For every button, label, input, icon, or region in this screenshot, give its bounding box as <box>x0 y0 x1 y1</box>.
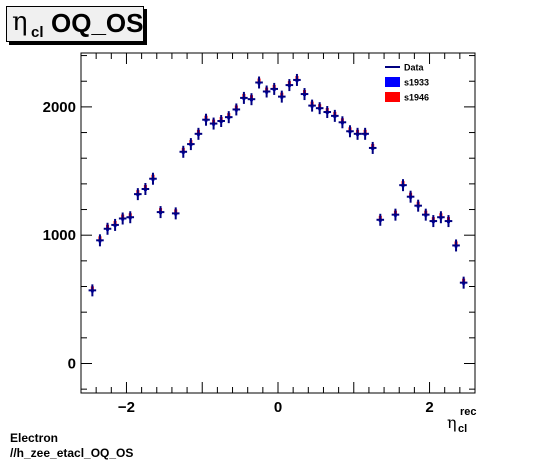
data-point <box>217 115 225 127</box>
legend-label: s1946 <box>404 93 429 103</box>
legend-entry: s1933 <box>385 77 429 88</box>
legend-entry: Data <box>385 63 425 73</box>
data-point <box>278 90 286 103</box>
histogram-title-box: η cl OQ_OS <box>6 6 144 42</box>
title-eta-symbol: η <box>12 7 28 37</box>
data-point <box>202 113 210 126</box>
data-point <box>452 239 460 252</box>
data-point <box>414 199 422 212</box>
title-subscript: cl <box>31 24 44 41</box>
data-point <box>194 127 203 140</box>
y-tick-label: 0 <box>68 355 76 372</box>
x-axis-label: η <box>447 413 457 432</box>
data-point <box>118 212 127 225</box>
data-point <box>346 125 354 138</box>
data-point <box>149 172 157 185</box>
data-point <box>437 211 445 224</box>
data-point <box>406 190 415 203</box>
data-point <box>361 127 369 140</box>
legend-label: Data <box>404 63 425 73</box>
data-point <box>459 276 468 289</box>
data-point <box>247 93 256 106</box>
data-point <box>111 218 119 231</box>
title-text: OQ_OS <box>51 8 144 38</box>
data-point <box>376 213 385 226</box>
data-point <box>134 188 142 201</box>
data-point <box>270 82 278 95</box>
y-tick-label: 2000 <box>43 99 76 116</box>
data-point <box>156 206 165 219</box>
data-point <box>315 102 324 115</box>
footer-label-histogram-path: //h_zee_etacl_OQ_OS <box>10 446 134 460</box>
data-point <box>232 103 241 116</box>
data-point <box>88 284 97 297</box>
data-point <box>308 99 316 112</box>
data-point <box>444 215 453 228</box>
legend-entry: s1946 <box>385 92 429 103</box>
data-point <box>187 138 195 151</box>
data-point <box>103 222 112 235</box>
y-tick-label: 1000 <box>43 227 76 244</box>
x-tick-label: 0 <box>274 399 282 416</box>
data-point <box>209 117 218 130</box>
footer-label-electron: Electron <box>10 431 59 445</box>
data-point <box>224 111 233 124</box>
x-axis-label-superscript: rec <box>460 406 477 418</box>
x-tick-label: −2 <box>118 399 135 416</box>
x-tick-label: 2 <box>425 399 433 416</box>
data-point <box>300 88 309 101</box>
data-point <box>141 183 150 195</box>
data-point <box>391 208 400 221</box>
data-point <box>399 179 407 192</box>
x-axis-ticks <box>80 53 476 393</box>
plot-frame <box>80 52 476 394</box>
data-point <box>331 109 339 122</box>
data-point <box>293 73 301 86</box>
x-axis-label-subscript: cl <box>458 423 467 435</box>
data-point <box>353 127 362 140</box>
data-point <box>323 106 332 119</box>
y-axis-ticks <box>81 55 475 390</box>
data-point <box>285 79 294 92</box>
legend: Data s1933 s1946 <box>385 63 429 103</box>
data-points <box>88 73 468 297</box>
data-point <box>171 207 180 220</box>
data-point <box>96 234 104 247</box>
data-point <box>429 215 438 228</box>
data-point <box>368 141 377 154</box>
data-point <box>240 91 248 104</box>
legend-swatch-box <box>385 92 400 102</box>
data-point <box>262 85 271 98</box>
data-point <box>421 208 430 221</box>
data-point <box>126 211 135 224</box>
data-point <box>255 76 263 89</box>
legend-swatch-box <box>385 77 400 87</box>
data-point <box>338 116 347 129</box>
data-point <box>179 145 188 158</box>
legend-label: s1933 <box>404 78 429 88</box>
